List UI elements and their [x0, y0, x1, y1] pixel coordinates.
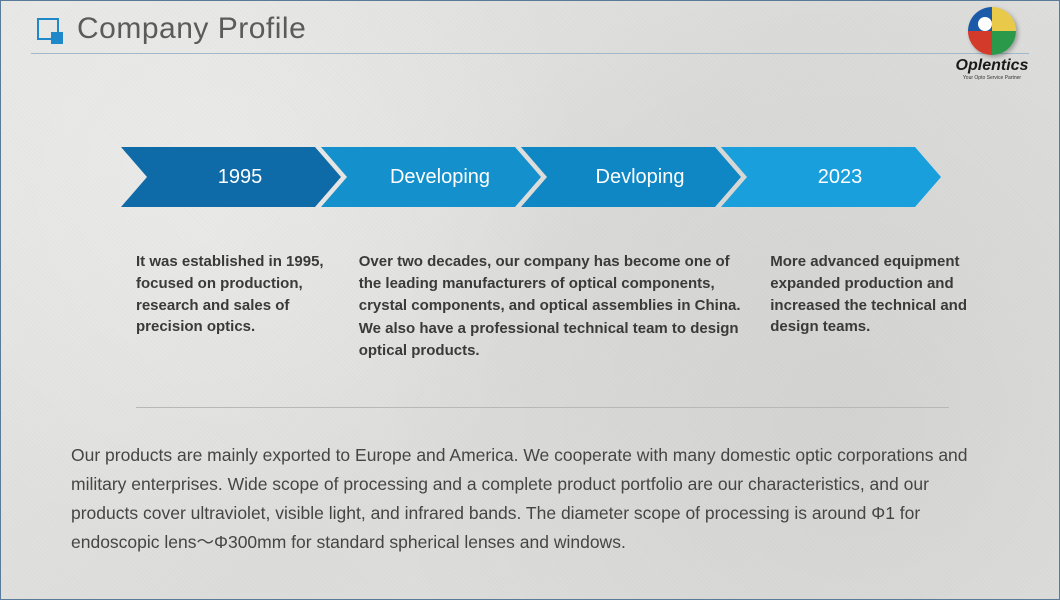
timeline-arrow-2: Devloping — [521, 147, 741, 207]
slide-header: Company Profile — [1, 1, 1059, 57]
footer-paragraph: Our products are mainly exported to Euro… — [71, 441, 999, 557]
timeline-arrow-label: 2023 — [721, 147, 941, 207]
column-text: More advanced equipment expanded product… — [770, 251, 969, 338]
column-text: We also have a professional technical te… — [359, 318, 747, 362]
timeline-arrow-label: Developing — [321, 147, 541, 207]
timeline-columns: It was established in 1995, focused on p… — [136, 251, 969, 364]
timeline: 1995DevelopingDevloping2023 — [121, 147, 941, 207]
logo-name: Oplentics — [947, 57, 1037, 75]
timeline-arrow-label: 1995 — [121, 147, 341, 207]
header-divider — [31, 53, 1029, 54]
page-title: Company Profile — [77, 12, 306, 46]
timeline-arrow-label: Devloping — [521, 147, 741, 207]
column-0: It was established in 1995, focused on p… — [136, 251, 335, 364]
column-2: More advanced equipment expanded product… — [770, 251, 969, 364]
column-1: Over two decades, our company has become… — [359, 251, 747, 364]
column-text: It was established in 1995, focused on p… — [136, 251, 335, 338]
company-logo: Oplentics Your Opto Service Partner — [947, 7, 1037, 81]
timeline-arrow-3: 2023 — [721, 147, 941, 207]
logo-globe-icon — [968, 7, 1016, 55]
section-divider — [136, 407, 949, 408]
column-text: Over two decades, our company has become… — [359, 251, 747, 316]
header-square-icon — [37, 18, 59, 40]
logo-tagline: Your Opto Service Partner — [947, 75, 1037, 81]
timeline-arrow-1: Developing — [321, 147, 541, 207]
timeline-arrow-0: 1995 — [121, 147, 341, 207]
